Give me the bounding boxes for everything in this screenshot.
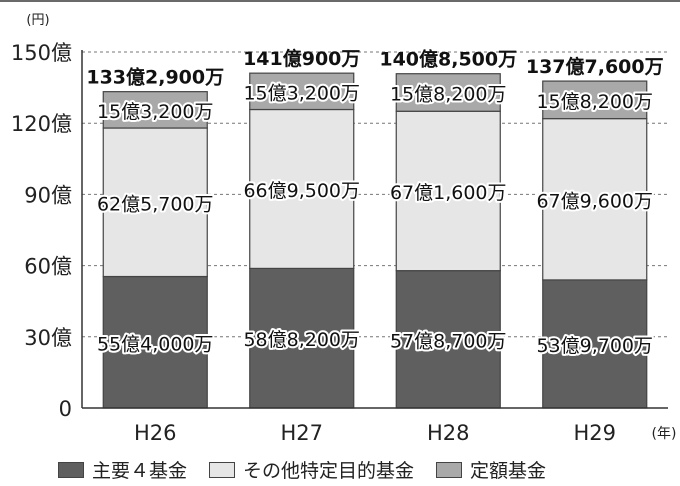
legend-item-fixed: 定額基金: [436, 456, 546, 483]
bar-segment: [542, 80, 648, 120]
y-unit-label: (円): [26, 13, 49, 28]
bar-segment: [102, 275, 208, 409]
bars: [102, 72, 648, 409]
bar-segment: [395, 73, 501, 112]
data-label: 53億9,700万: [536, 335, 653, 357]
legend: 主要４基金 その他特定目的基金 定額基金: [58, 456, 568, 483]
x-tick-label: H29: [573, 421, 616, 445]
data-label: 55億4,000万: [97, 333, 214, 355]
legend-swatch-main: [58, 461, 84, 478]
legend-item-other: その他特定目的基金: [209, 456, 414, 483]
y-tick-label: 150億: [11, 41, 72, 65]
bar-segment: [542, 118, 648, 281]
legend-item-main: 主要４基金: [58, 456, 187, 483]
data-label: 15億3,200万: [97, 101, 214, 123]
total-label: 140億8,500万: [379, 48, 517, 71]
top-rule: [0, 0, 680, 2]
x-tick-label: H26: [134, 421, 177, 445]
labels: 55億4,000万 62億5,700万 15億3,200万 133億2,900万 H26…: [11, 13, 677, 445]
total-label: 133億2,900万: [86, 66, 224, 89]
data-label: 62億5,700万: [97, 193, 214, 215]
bar-segment: [249, 108, 355, 270]
bar-segment: [102, 127, 208, 278]
data-label: 66億9,500万: [243, 180, 360, 202]
data-label: 67億9,600万: [536, 190, 653, 212]
legend-label-other: その他特定目的基金: [243, 460, 415, 482]
legend-swatch-fixed: [436, 461, 463, 478]
data-label: 58億8,200万: [243, 329, 360, 351]
legend-label-main: 主要４基金: [92, 460, 188, 482]
bar-segment: [249, 267, 355, 409]
bar-segment: [249, 72, 355, 111]
x-tick-label: H28: [427, 421, 470, 445]
data-label: 15億8,200万: [390, 83, 507, 105]
y-tick-label: 120億: [11, 112, 72, 136]
x-unit-label: (年): [652, 426, 677, 442]
total-label: 137億7,600万: [526, 55, 664, 78]
bar-segment: [102, 91, 208, 129]
data-label: 15億8,200万: [536, 91, 653, 113]
x-tick-label: H27: [280, 421, 323, 445]
data-label: 67億1,600万: [390, 182, 507, 204]
y-tick-label: 90億: [24, 183, 72, 207]
y-tick-label: 0: [59, 397, 72, 421]
legend-swatch-other: [209, 461, 236, 478]
y-tick-label: 30億: [24, 326, 72, 350]
y-tick-label: 60億: [24, 255, 72, 279]
total-label: 141億900万: [243, 47, 360, 70]
data-label: 15億3,200万: [243, 82, 360, 104]
axes: [81, 50, 668, 409]
data-label: 57億8,700万: [390, 330, 507, 352]
legend-label-fixed: 定額基金: [470, 460, 547, 482]
